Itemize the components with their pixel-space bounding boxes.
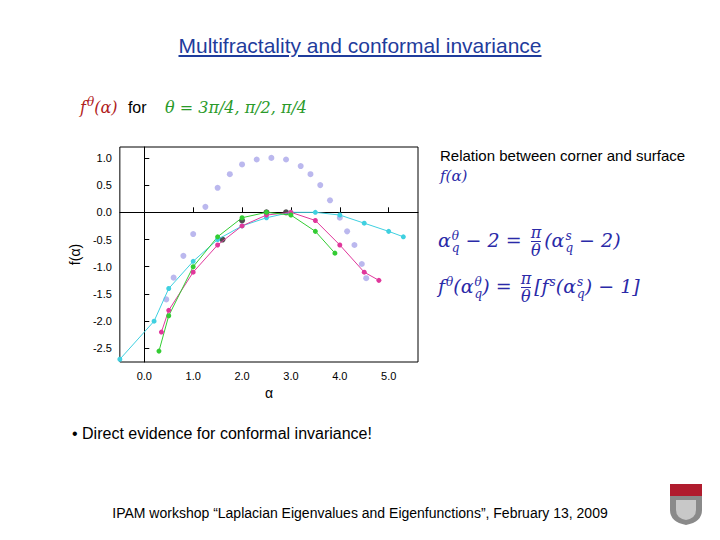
- html-text:q− 2): q− 2): [565, 228, 621, 255]
- html-text:αθ: αθ: [438, 228, 460, 251]
- html-text:θ [fs(αs: θ [fs(αs: [521, 274, 584, 306]
- svg-text:-0.5: -0.5: [93, 234, 112, 246]
- html-text:f(α): f(α): [440, 167, 468, 185]
- html-text:θ (αs: θ (αs: [531, 228, 572, 260]
- html-text:Relation between corner and su: Relation between corner and surface: [440, 147, 686, 164]
- html-text:θ = 3π/4, π/2, π/4: θ = 3π/4, π/2, π/4: [165, 97, 307, 117]
- svg-text:0.5: 0.5: [97, 179, 112, 191]
- svg-text:2.0: 2.0: [234, 370, 249, 382]
- svg-text:3.0: 3.0: [283, 370, 298, 382]
- html-text:fθ(αθ: fθ(αθ: [438, 274, 482, 297]
- svg-text:-2.5: -2.5: [93, 342, 112, 354]
- svg-text:-1.0: -1.0: [93, 261, 112, 273]
- html-text:q− 2 =π: q− 2 =π: [451, 223, 542, 255]
- svg-text:0.0: 0.0: [137, 370, 152, 382]
- html-text:IPAM workshop “Laplacian Eigen: IPAM workshop “Laplacian Eigenvalues and…: [112, 505, 608, 521]
- svg-text:1.0: 1.0: [186, 370, 201, 382]
- svg-text:f(α): f(α): [67, 244, 83, 265]
- svg-text:-1.5: -1.5: [93, 288, 112, 300]
- svg-text:4.0: 4.0: [332, 370, 347, 382]
- html-text:q) =π: q) =π: [474, 269, 532, 301]
- html-text:q) − 1]: q) − 1]: [577, 274, 640, 301]
- svg-text:0.0: 0.0: [97, 206, 112, 218]
- svg-text:1.0: 1.0: [97, 152, 112, 164]
- svg-text:5.0: 5.0: [381, 370, 396, 382]
- svg-text:α: α: [265, 385, 273, 401]
- html-text:Multifractality and conformal: Multifractality and conformal invariance: [178, 34, 542, 57]
- svg-text:-2.0: -2.0: [93, 315, 112, 327]
- html-text:• Direct evidence for conforma: • Direct evidence for conformal invarian…: [72, 425, 372, 442]
- html-text:fθ(α) for: fθ(α) for: [80, 95, 151, 117]
